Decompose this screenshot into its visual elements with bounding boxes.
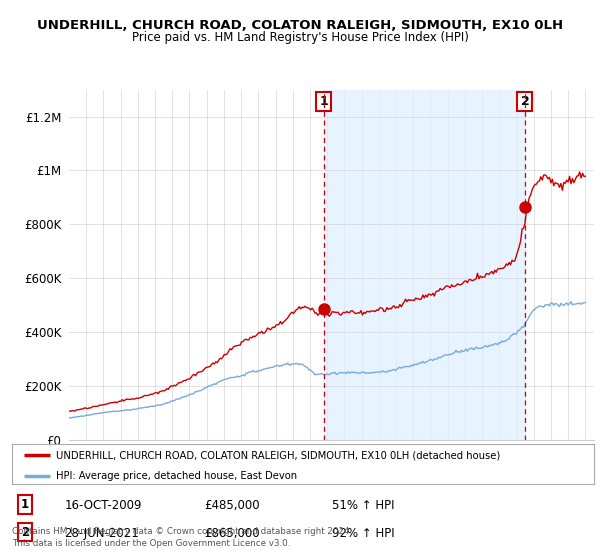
Text: £865,000: £865,000 xyxy=(204,526,260,540)
Text: UNDERHILL, CHURCH ROAD, COLATON RALEIGH, SIDMOUTH, EX10 0LH: UNDERHILL, CHURCH ROAD, COLATON RALEIGH,… xyxy=(37,19,563,32)
Text: 2: 2 xyxy=(21,525,29,539)
Text: Price paid vs. HM Land Registry's House Price Index (HPI): Price paid vs. HM Land Registry's House … xyxy=(131,31,469,44)
Text: 2: 2 xyxy=(521,95,529,108)
Text: HPI: Average price, detached house, East Devon: HPI: Average price, detached house, East… xyxy=(56,470,297,480)
Text: 28-JUN-2021: 28-JUN-2021 xyxy=(64,526,139,540)
Text: £485,000: £485,000 xyxy=(204,499,260,512)
Text: 92% ↑ HPI: 92% ↑ HPI xyxy=(332,526,395,540)
Text: 1: 1 xyxy=(21,498,29,511)
Text: UNDERHILL, CHURCH ROAD, COLATON RALEIGH, SIDMOUTH, EX10 0LH (detached house): UNDERHILL, CHURCH ROAD, COLATON RALEIGH,… xyxy=(56,450,500,460)
Bar xyxy=(323,90,525,440)
Text: 51% ↑ HPI: 51% ↑ HPI xyxy=(332,499,395,512)
Text: Contains HM Land Registry data © Crown copyright and database right 2024.
This d: Contains HM Land Registry data © Crown c… xyxy=(12,527,352,548)
Text: 1: 1 xyxy=(319,95,328,108)
Text: 16-OCT-2009: 16-OCT-2009 xyxy=(64,499,142,512)
